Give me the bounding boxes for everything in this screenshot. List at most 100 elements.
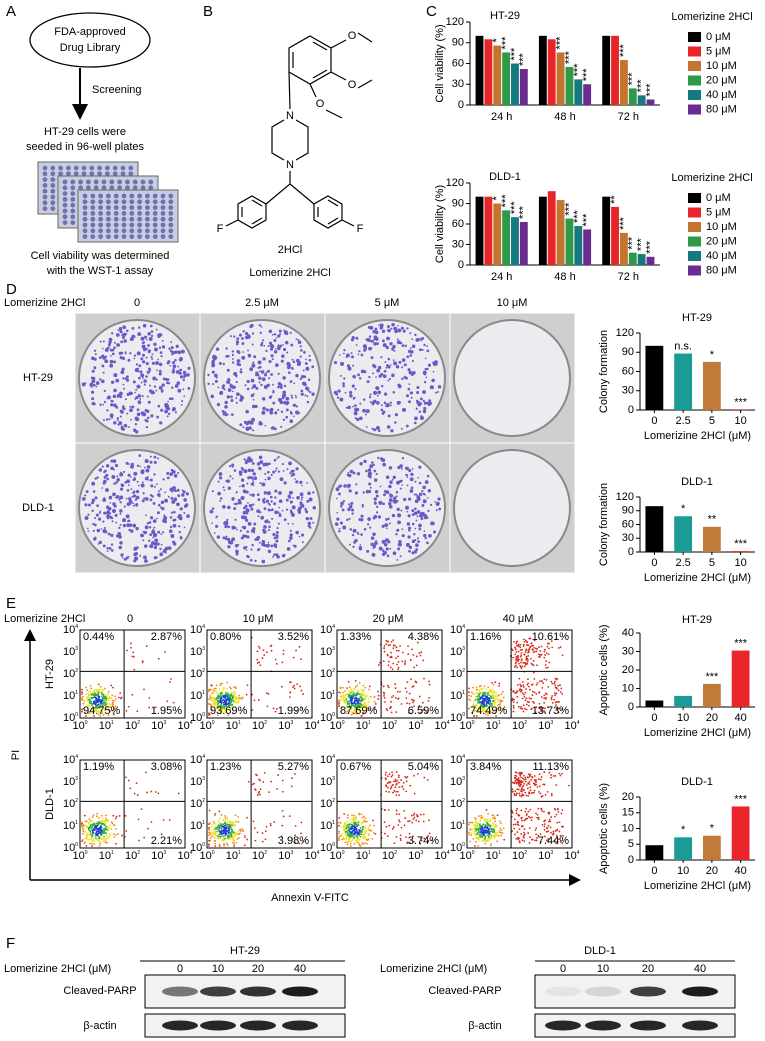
colony	[262, 407, 266, 411]
event	[231, 692, 233, 694]
tick-base: 10	[382, 850, 394, 862]
event	[218, 820, 220, 822]
event	[344, 701, 346, 703]
well	[141, 185, 146, 190]
event	[218, 810, 220, 812]
colony	[144, 384, 146, 386]
well	[43, 200, 48, 205]
colony	[230, 399, 233, 402]
colony	[410, 473, 413, 476]
colony	[386, 476, 389, 479]
event	[356, 685, 358, 687]
event	[390, 788, 392, 790]
colony	[223, 521, 227, 525]
event	[238, 833, 240, 835]
colony	[247, 388, 250, 391]
event	[393, 695, 395, 697]
colony	[252, 479, 254, 481]
event	[483, 686, 485, 688]
well	[153, 234, 158, 239]
colony	[152, 376, 156, 380]
colony	[107, 510, 110, 513]
colony	[144, 544, 148, 548]
colony	[415, 499, 419, 503]
colony	[390, 429, 393, 432]
colony	[305, 359, 307, 361]
event	[491, 682, 493, 684]
colony	[309, 391, 311, 393]
colony	[148, 479, 150, 481]
colony	[369, 394, 371, 396]
colony	[244, 469, 248, 473]
event	[98, 683, 100, 685]
quadrant-percent: 13.73%	[532, 705, 570, 717]
event	[347, 844, 349, 846]
colony	[368, 468, 372, 472]
flow-tick-label: 101	[356, 720, 371, 732]
event	[133, 656, 135, 658]
colony	[309, 497, 313, 501]
colony	[126, 479, 130, 483]
flow-tick-label: 102	[190, 798, 205, 810]
colony	[372, 401, 376, 405]
colony	[414, 508, 417, 511]
well	[63, 203, 68, 208]
event	[523, 638, 525, 640]
colony	[282, 391, 286, 395]
event	[555, 702, 557, 704]
event	[414, 793, 416, 795]
event	[388, 782, 390, 784]
event	[498, 683, 500, 685]
colony	[397, 328, 401, 332]
event	[98, 823, 100, 825]
colony	[359, 547, 363, 551]
event	[82, 830, 84, 832]
colony	[271, 518, 273, 520]
colony	[110, 403, 113, 406]
colony	[179, 357, 183, 361]
event	[233, 845, 235, 847]
colony	[150, 516, 153, 519]
event	[352, 839, 354, 841]
colony	[273, 553, 276, 556]
event	[362, 837, 364, 839]
colony	[372, 533, 375, 536]
colony	[280, 386, 283, 389]
event	[86, 836, 88, 838]
event	[476, 687, 478, 689]
event	[367, 695, 369, 697]
tick-exponent: 2	[202, 668, 205, 674]
colony	[225, 536, 227, 538]
colony	[144, 559, 148, 563]
colony	[368, 376, 370, 378]
event	[558, 647, 560, 649]
event	[262, 657, 264, 659]
colony	[272, 334, 274, 336]
flow-tick-label: 101	[190, 690, 205, 702]
event	[398, 661, 400, 663]
colony	[143, 379, 147, 383]
event	[358, 824, 360, 826]
tick-base: 10	[177, 720, 189, 732]
colony	[106, 515, 110, 519]
event	[528, 651, 530, 653]
colony	[299, 481, 302, 484]
colony	[393, 361, 397, 365]
colony	[409, 371, 413, 375]
event	[101, 823, 103, 825]
event	[428, 680, 430, 682]
well	[137, 211, 142, 216]
colony	[378, 430, 381, 433]
event	[525, 648, 527, 650]
tick-exponent: 3	[163, 720, 166, 726]
colony	[312, 522, 314, 524]
colony	[127, 489, 130, 492]
colony	[284, 394, 287, 397]
event	[391, 641, 393, 643]
tick-exponent: 3	[75, 776, 78, 782]
colony	[122, 405, 125, 408]
colony	[149, 337, 153, 341]
colony	[147, 476, 149, 478]
event	[500, 700, 502, 702]
event	[114, 695, 116, 697]
